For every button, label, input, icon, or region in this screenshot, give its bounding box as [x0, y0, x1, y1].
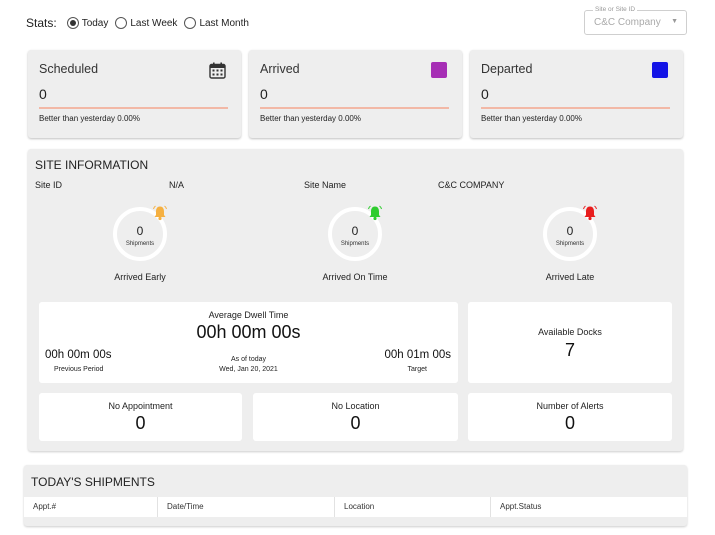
- column-header-location[interactable]: Location: [335, 497, 491, 517]
- gauge-arrived-early-value: 0: [136, 224, 144, 238]
- card-departed-value: 0: [481, 86, 489, 102]
- no-appointment-panel: No Appointment 0: [39, 393, 242, 441]
- site-id-label: Site ID: [35, 180, 63, 190]
- calendar-icon: [209, 62, 226, 79]
- site-information-section: SITE INFORMATION Site ID N/A Site Name C…: [28, 149, 683, 451]
- no-appointment-label: No Appointment: [108, 401, 173, 411]
- radio-last-week[interactable]: Last Week: [115, 17, 177, 29]
- todays-shipments-section: TODAY'S SHIPMENTS Appt.# Date/Time Locat…: [24, 465, 687, 526]
- radio-last-month-circle[interactable]: [184, 17, 197, 29]
- number-of-alerts-panel: Number of Alerts 0: [468, 393, 672, 441]
- radio-last-month[interactable]: Last Month: [184, 17, 249, 29]
- card-departed-title: Departed: [481, 62, 533, 76]
- gauge-arrived-on-time-unit: Shipments: [340, 241, 370, 247]
- card-arrived: Arrived 0 Better than yesterday 0.00%: [249, 50, 462, 138]
- gauge-arrived-late-unit: Shipments: [555, 241, 585, 247]
- site-name-label: Site Name: [304, 180, 347, 190]
- chevron-down-icon[interactable]: ▼: [671, 18, 678, 25]
- dwell-previous-value: 00h 00m 00s: [45, 349, 112, 361]
- dwell-date: Wed, Jan 20, 2021: [219, 366, 278, 373]
- gauge-arrived-late: 0 Shipments: [543, 205, 597, 261]
- dwell-target-label: Target: [407, 366, 427, 373]
- gauge-arrived-early-label: Arrived Early: [114, 272, 166, 282]
- no-appointment-value: 0: [135, 413, 146, 433]
- radio-today[interactable]: Today: [66, 17, 109, 29]
- column-header-date-time[interactable]: Date/Time: [158, 497, 335, 517]
- dwell-value: 00h 00m 00s: [196, 322, 301, 342]
- card-divider: [39, 107, 228, 109]
- bell-icon: [368, 205, 382, 221]
- dwell-as-of: As of today: [230, 356, 267, 363]
- card-departed: Departed 0 Better than yesterday 0.00%: [470, 50, 683, 138]
- no-location-value: 0: [350, 413, 361, 433]
- site-information-title: SITE INFORMATION: [35, 158, 149, 172]
- radio-today-circle[interactable]: [66, 17, 79, 29]
- available-docks-value: 7: [564, 340, 575, 360]
- gauge-arrived-early: 0 Shipments: [113, 205, 167, 261]
- site-name-value: C&C COMPANY: [438, 180, 505, 190]
- dwell-title: Average Dwell Time: [208, 310, 289, 320]
- gauge-arrived-on-time-label: Arrived On Time: [322, 272, 388, 282]
- gauge-arrived-late-label: Arrived Late: [545, 272, 595, 282]
- bell-icon: [583, 205, 597, 221]
- card-arrived-value: 0: [260, 86, 268, 102]
- shipments-table-header: Appt.# Date/Time Location Appt.Status: [24, 497, 687, 517]
- average-dwell-time-panel: Average Dwell Time 00h 00m 00s 00h 00m 0…: [39, 302, 458, 383]
- card-scheduled-sub: Better than yesterday 0.00%: [39, 114, 140, 123]
- column-header-appt-status[interactable]: Appt.Status: [500, 502, 542, 511]
- column-header-appt-number[interactable]: Appt.#: [24, 497, 158, 517]
- site-select-label: Site or Site ID: [593, 6, 638, 13]
- card-scheduled-value: 0: [39, 86, 47, 102]
- available-docks-label: Available Docks: [538, 327, 602, 337]
- card-arrived-title: Arrived: [260, 62, 300, 76]
- arrived-swatch-icon: [431, 62, 447, 78]
- number-of-alerts-label: Number of Alerts: [536, 401, 604, 411]
- gauge-arrived-on-time-value: 0: [351, 224, 359, 238]
- gauge-arrived-late-value: 0: [566, 224, 574, 238]
- card-scheduled-title: Scheduled: [39, 62, 99, 76]
- site-id-value: N/A: [169, 180, 185, 190]
- todays-shipments-title: TODAY'S SHIPMENTS: [31, 475, 155, 489]
- no-location-panel: No Location 0: [253, 393, 458, 441]
- bell-icon: [153, 205, 167, 221]
- no-location-label: No Location: [331, 401, 380, 411]
- radio-last-week-label[interactable]: Last Week: [130, 17, 178, 29]
- dwell-target-value: 00h 01m 00s: [384, 349, 452, 361]
- available-docks-panel: Available Docks 7: [468, 302, 672, 383]
- dwell-previous-label: Previous Period: [54, 366, 104, 373]
- card-arrived-sub: Better than yesterday 0.00%: [260, 114, 361, 123]
- card-scheduled: Scheduled 0 Better than yesterday 0.00%: [28, 50, 241, 138]
- radio-last-week-circle[interactable]: [115, 17, 128, 29]
- radio-last-month-label[interactable]: Last Month: [199, 17, 249, 29]
- card-divider: [481, 107, 670, 109]
- card-divider: [260, 107, 449, 109]
- stats-filter: Stats: Today Last Week Last Month: [26, 14, 256, 32]
- radio-today-label[interactable]: Today: [81, 17, 109, 29]
- gauge-arrived-on-time: 0 Shipments: [328, 205, 382, 261]
- site-select-value[interactable]: C&C Company: [594, 17, 661, 28]
- number-of-alerts-value: 0: [564, 413, 575, 433]
- card-departed-sub: Better than yesterday 0.00%: [481, 114, 582, 123]
- stats-label: Stats:: [26, 16, 57, 30]
- site-select[interactable]: Site or Site ID C&C Company ▼: [584, 6, 687, 35]
- departed-swatch-icon: [652, 62, 668, 78]
- gauge-arrived-early-unit: Shipments: [125, 241, 155, 247]
